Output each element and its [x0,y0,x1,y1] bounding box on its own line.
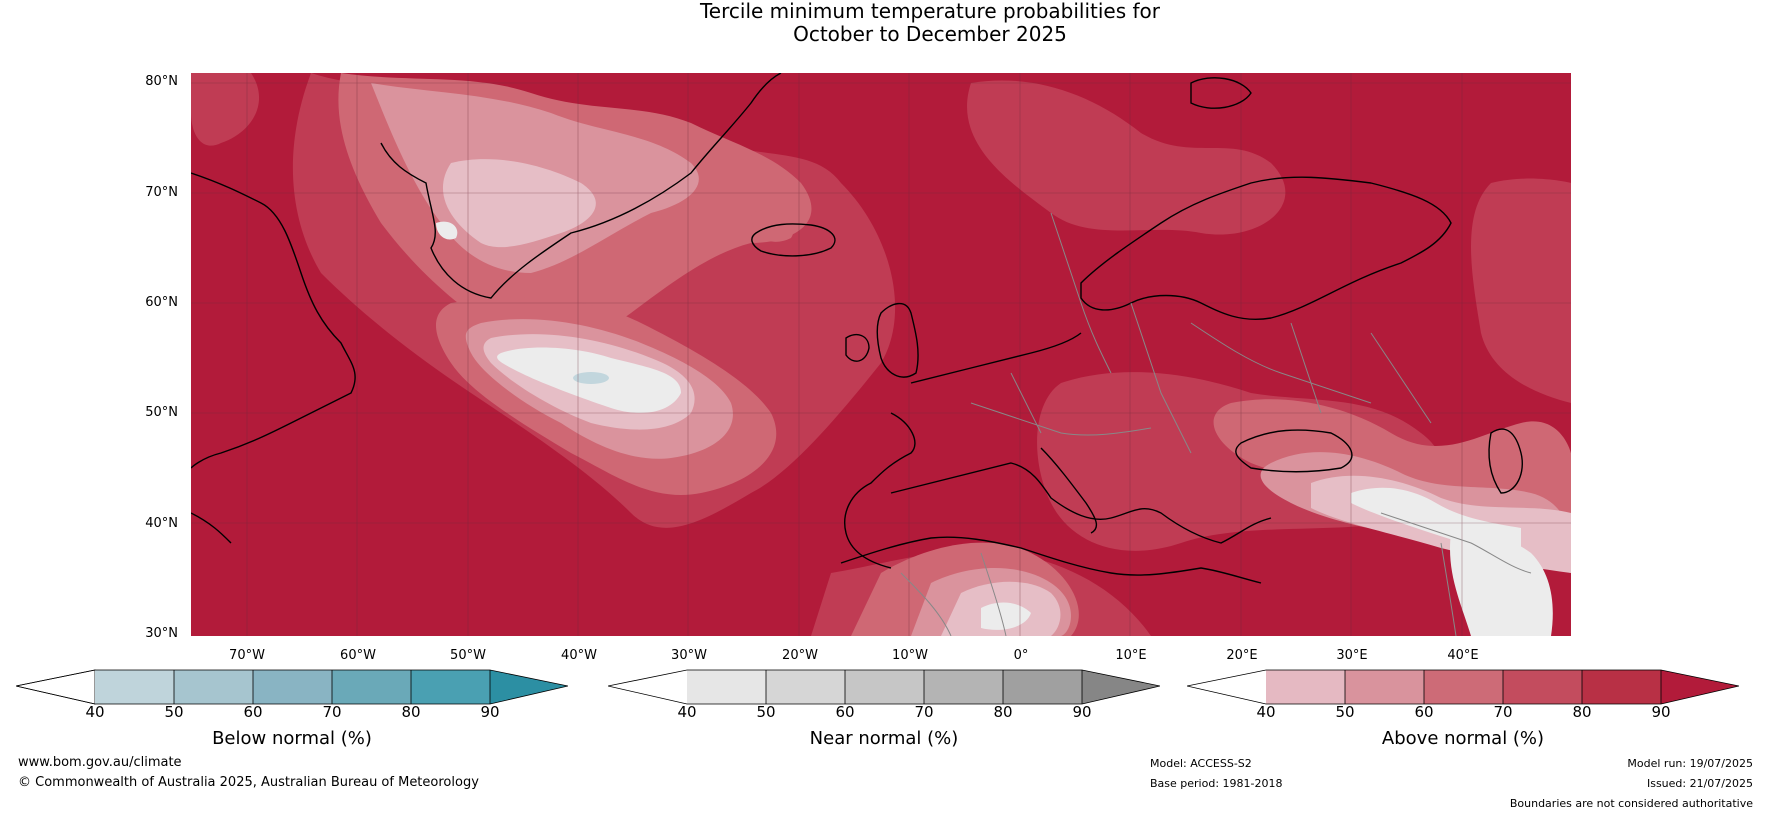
lon-label-70w: 70°W [229,648,265,663]
colorbar-near-normal [608,669,1160,705]
caspian-coast [1488,428,1523,494]
mediterranean-north-coast [890,462,1272,544]
colorbar-above-normal [1187,669,1739,705]
below-tick-70: 70 [322,703,342,721]
lat-label-50n: 50°N [145,405,178,420]
near-tick-40: 40 [677,703,697,721]
greenland-coast [380,73,782,299]
lon-label-40e: 40°E [1447,648,1479,663]
africa-north-coast [840,536,1262,584]
below-tick-60: 60 [243,703,263,721]
coastlines [191,73,1523,584]
near-tick-60: 60 [835,703,855,721]
country-borders [900,212,1532,636]
map-canvas [191,73,1571,636]
lat-label-40n: 40°N [145,516,178,531]
black-sea-coast [1235,429,1353,473]
scandinavia-coast [1080,176,1452,320]
lon-label-0: 0° [1013,648,1029,663]
below-tick-80: 80 [401,703,421,721]
lat-label-30n: 30°N [145,626,178,641]
above-tick-70: 70 [1493,703,1513,721]
lon-label-60w: 60°W [340,648,376,663]
copyright-text: © Commonwealth of Australia 2025, Austra… [18,775,479,790]
above-tick-90: 90 [1651,703,1671,721]
near-tick-70: 70 [914,703,934,721]
title-line-2: October to December 2025 [793,22,1067,46]
model-text: Model: ACCESS-S2 [1150,757,1252,770]
near-normal-areas [436,221,1553,636]
ireland-coast [845,333,870,362]
great-britain-coast [876,302,919,378]
title-line-1: Tercile minimum temperature probabilitie… [699,0,1161,23]
above-tick-80: 80 [1572,703,1592,721]
europe-west-coast [844,332,1082,569]
lat-label-70n: 70°N [145,185,178,200]
italy-coast [1040,447,1098,534]
above-tick-60: 60 [1414,703,1434,721]
lon-label-10w: 10°W [892,648,928,663]
lat-label-80n: 80°N [145,74,178,89]
lon-label-20w: 20°W [782,648,818,663]
newfoundland-coast [191,512,232,544]
near-normal-label: Near normal (%) [809,728,959,749]
lon-label-50w: 50°W [450,648,486,663]
below-tick-90: 90 [480,703,500,721]
colorbar-above-svg [1187,669,1739,705]
below-normal-patch [573,372,609,384]
near-tick-90: 90 [1072,703,1092,721]
map-title: Tercile minimum temperature probabilitie… [0,0,1770,46]
above-tick-50: 50 [1335,703,1355,721]
graticule [191,73,1571,636]
base-period-text: Base period: 1981-2018 [1150,777,1283,790]
lon-label-20e: 20°E [1226,648,1258,663]
above-tick-40: 40 [1256,703,1276,721]
model-run-text: Model run: 19/07/2025 [1627,757,1753,770]
lon-label-10e: 10°E [1115,648,1147,663]
iceland-coast [751,223,836,257]
colorbar-below-svg [16,669,568,705]
below-normal-label: Below normal (%) [212,728,372,749]
svalbard-coast [1190,77,1252,109]
colorbar-near-svg [608,669,1160,705]
disclaimer-text: Boundaries are not considered authoritat… [1509,797,1753,810]
lat-label-60n: 60°N [145,295,178,310]
near-tick-50: 50 [756,703,776,721]
near-tick-80: 80 [993,703,1013,721]
labrador-coast [191,172,356,469]
lon-label-30e: 30°E [1336,648,1368,663]
above-normal-label: Above normal (%) [1381,728,1545,749]
probability-map [191,73,1571,636]
below-tick-50: 50 [164,703,184,721]
issued-text: Issued: 21/07/2025 [1646,777,1753,790]
colorbar-below-normal [16,669,568,705]
lon-label-30w: 30°W [671,648,707,663]
below-tick-40: 40 [85,703,105,721]
lon-label-40w: 40°W [561,648,597,663]
website-link[interactable]: www.bom.gov.au/climate [18,755,182,770]
